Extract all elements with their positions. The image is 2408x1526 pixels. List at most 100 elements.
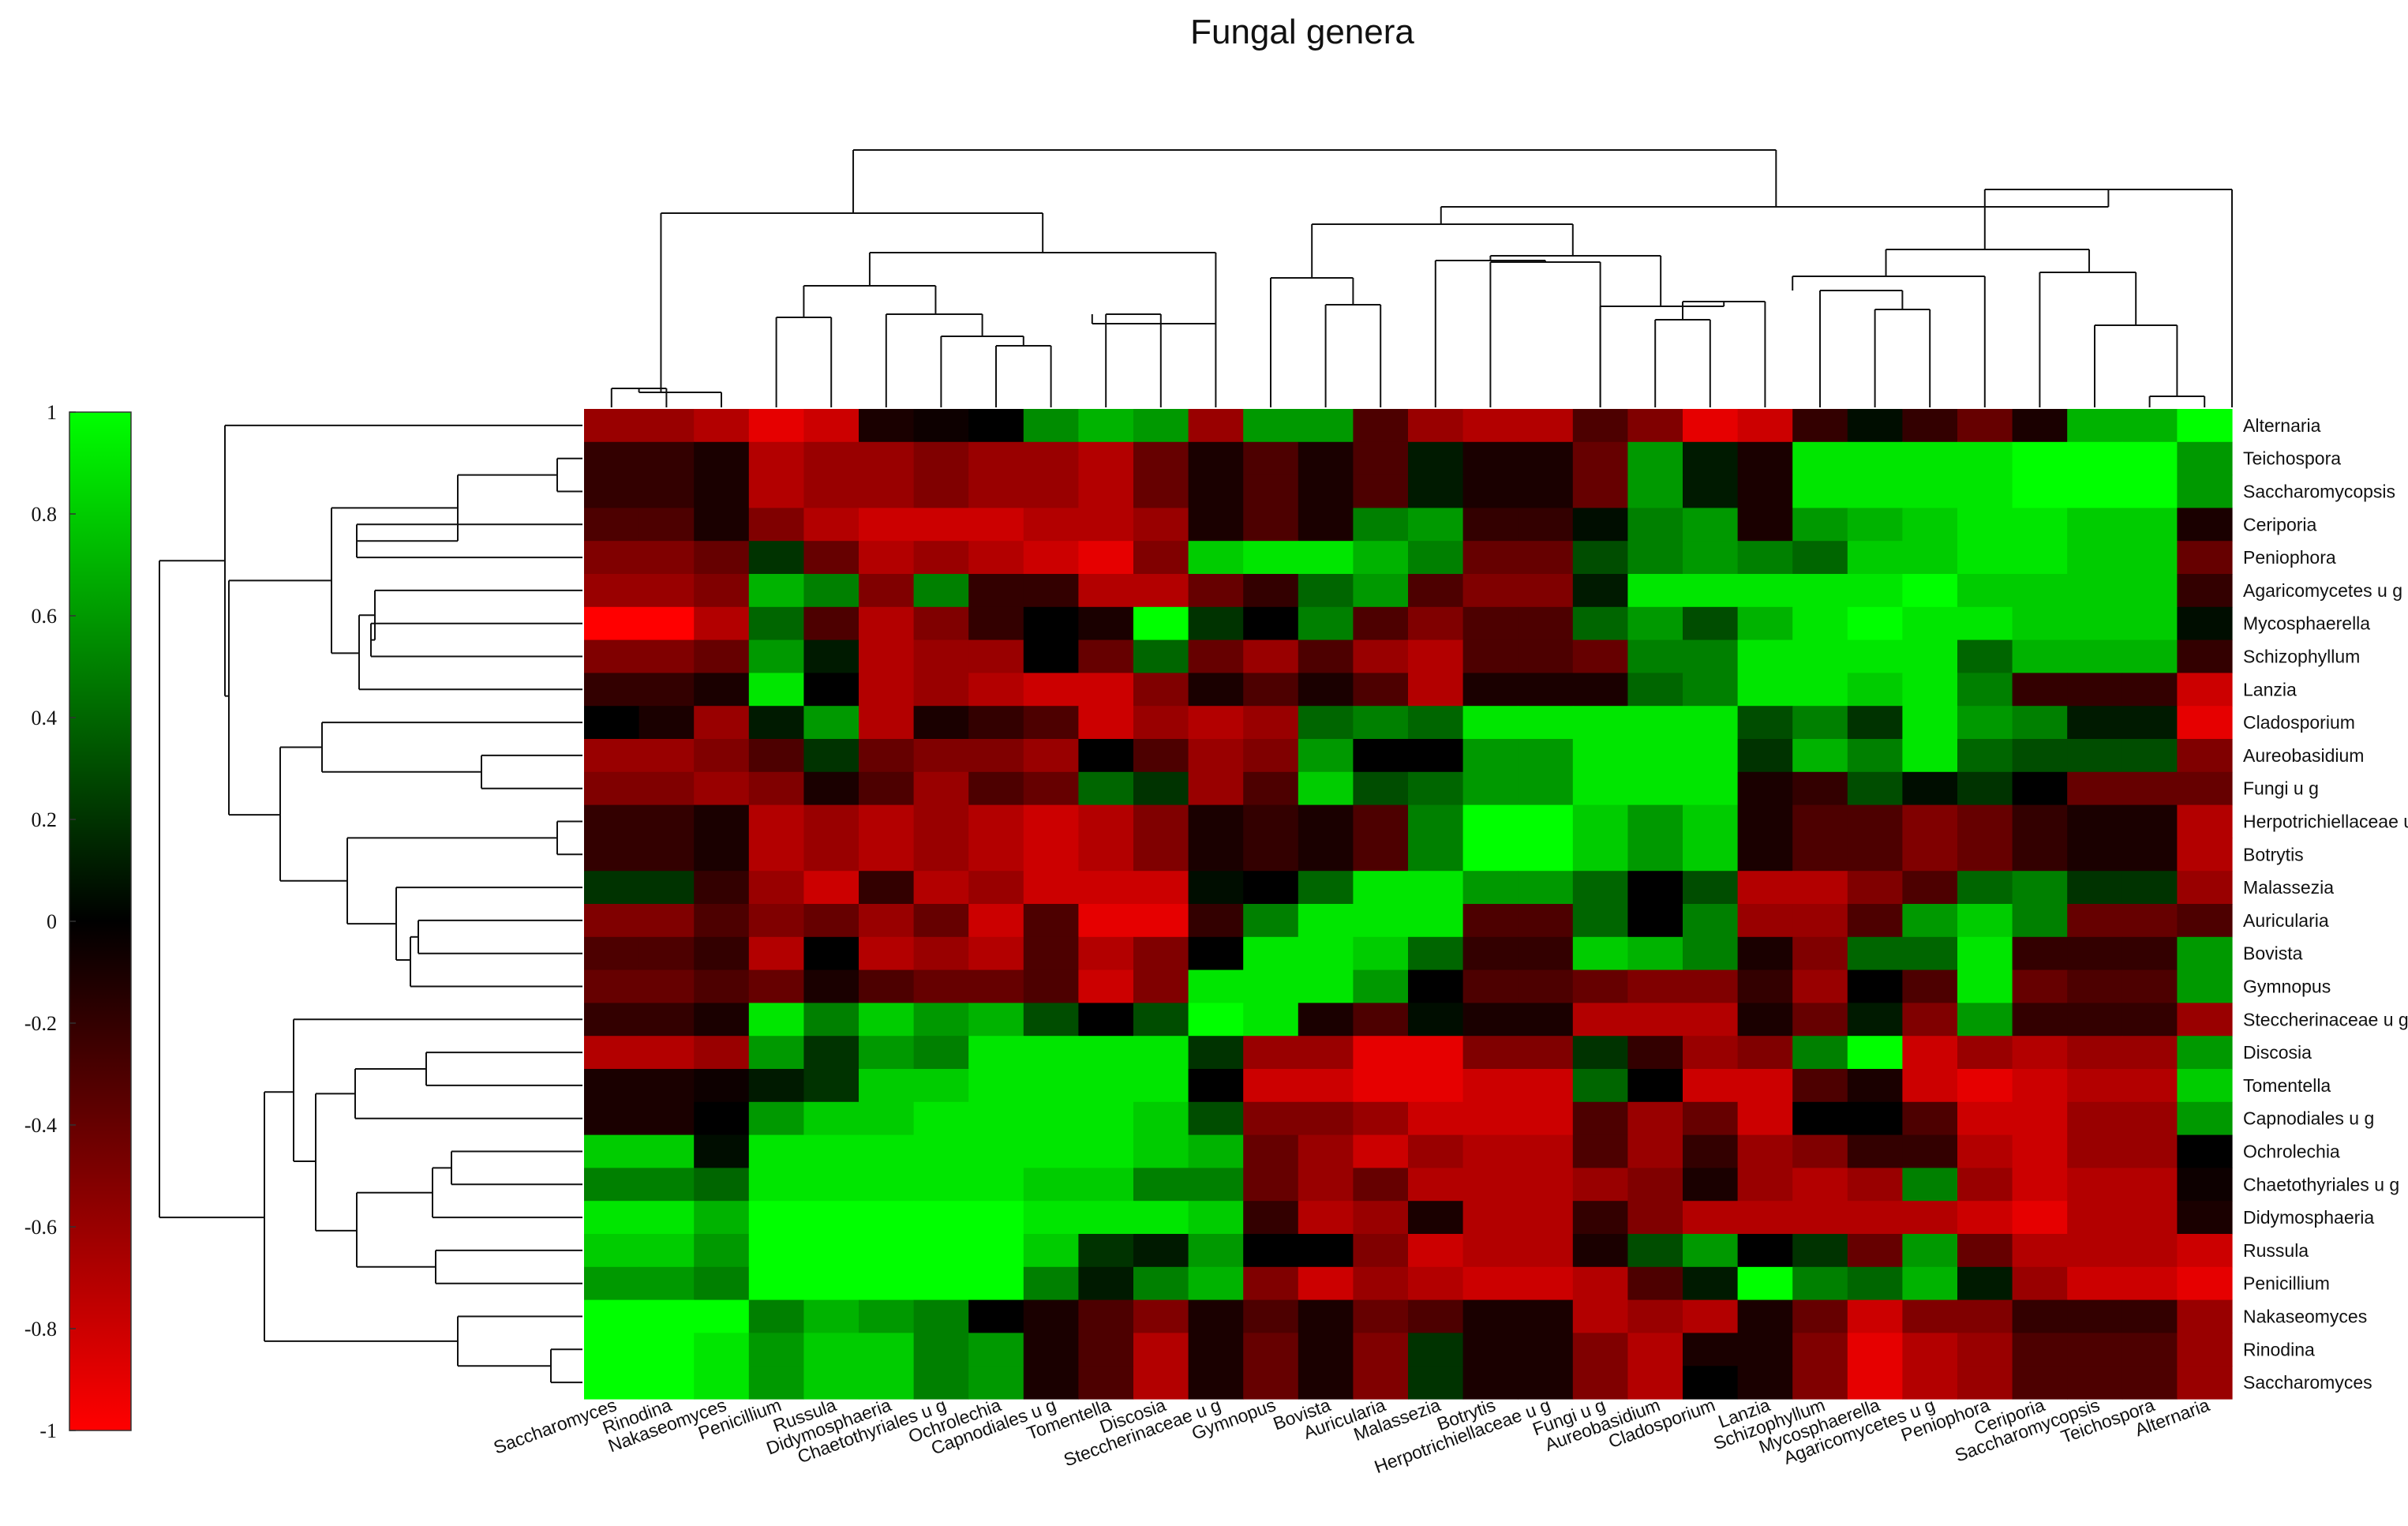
- heatmap-cell: [1078, 1266, 1134, 1301]
- heatmap-cell: [1023, 904, 1079, 938]
- heatmap-cell: [913, 838, 969, 872]
- heatmap-cell: [859, 574, 915, 608]
- heatmap-cell: [1188, 1266, 1244, 1301]
- heatmap-cell: [1188, 474, 1244, 508]
- heatmap-cell: [1627, 1333, 1683, 1367]
- heatmap-cell: [913, 673, 969, 707]
- heatmap-cell: [1078, 871, 1134, 905]
- heatmap-cell: [1518, 1003, 1574, 1037]
- heatmap-cell: [1572, 1101, 1628, 1136]
- heatmap-cell: [1078, 1299, 1134, 1333]
- heatmap-cell: [1627, 706, 1683, 740]
- heatmap-cell: [1462, 1168, 1519, 1202]
- heatmap-cell: [1298, 541, 1354, 575]
- heatmap-cell: [1957, 508, 2013, 542]
- heatmap-cell: [1572, 1168, 1628, 1202]
- heatmap-cell: [968, 871, 1024, 905]
- heatmap-cell: [803, 706, 859, 740]
- heatmap-cell: [1572, 1299, 1628, 1333]
- column-label: Saccharomyces: [491, 1394, 620, 1457]
- heatmap-cell: [1792, 1299, 1848, 1333]
- heatmap-cell: [1957, 1234, 2013, 1268]
- heatmap-cell: [2067, 1101, 2123, 1136]
- heatmap-cell: [1078, 474, 1134, 508]
- heatmap-cell: [1902, 673, 1958, 707]
- heatmap-cell: [694, 936, 750, 971]
- heatmap-cell: [859, 871, 915, 905]
- row-label: Aureobasidium: [2243, 745, 2364, 766]
- heatmap-cell: [1298, 1333, 1354, 1367]
- heatmap-cell: [1683, 1101, 1739, 1136]
- heatmap-cell: [1847, 904, 1903, 938]
- heatmap-cell: [584, 1134, 640, 1168]
- heatmap-cell: [1792, 639, 1848, 673]
- heatmap-cell: [1518, 1134, 1574, 1168]
- heatmap-cell: [1353, 1366, 1409, 1400]
- heatmap-cell: [1243, 1134, 1299, 1168]
- heatmap-cell: [1078, 739, 1134, 773]
- heatmap-cell: [968, 1168, 1024, 1202]
- heatmap-cell: [1847, 706, 1903, 740]
- heatmap-cell: [1627, 1003, 1683, 1037]
- heatmap-cell: [1518, 639, 1574, 673]
- heatmap-cell: [1462, 1366, 1519, 1400]
- heatmap-cell: [1572, 771, 1628, 806]
- heatmap-cell: [1683, 639, 1739, 673]
- heatmap-cell: [1902, 474, 1958, 508]
- heatmap-cell: [748, 1069, 804, 1103]
- heatmap-cell: [1572, 904, 1628, 938]
- heatmap-cell: [748, 1003, 804, 1037]
- heatmap-cell: [748, 1333, 804, 1367]
- heatmap-cell: [1188, 673, 1244, 707]
- heatmap-cell: [1243, 1003, 1299, 1037]
- heatmap-cells: [584, 409, 2233, 1400]
- heatmap-cell: [1683, 969, 1739, 1003]
- heatmap-cell: [913, 1036, 969, 1070]
- heatmap-cell: [1133, 673, 1189, 707]
- heatmap-cell: [1683, 1299, 1739, 1333]
- heatmap-cell: [1847, 1201, 1903, 1235]
- heatmap-cell: [1518, 1366, 1574, 1400]
- heatmap-cell: [1133, 441, 1189, 476]
- heatmap-cell: [1902, 838, 1958, 872]
- heatmap-cell: [748, 969, 804, 1003]
- heatmap-cell: [803, 1234, 859, 1268]
- heatmap-cell: [1572, 1069, 1628, 1103]
- heatmap-cell: [913, 474, 969, 508]
- heatmap-cell: [1133, 838, 1189, 872]
- heatmap-cell: [1133, 936, 1189, 971]
- heatmap-cell: [1023, 1003, 1079, 1037]
- heatmap-cell: [1572, 969, 1628, 1003]
- heatmap-cell: [2012, 904, 2068, 938]
- row-label: Cladosporium: [2243, 712, 2355, 733]
- heatmap-cell: [748, 474, 804, 508]
- heatmap-cell: [2177, 673, 2233, 707]
- heatmap-cell: [803, 871, 859, 905]
- heatmap-cell: [1243, 1069, 1299, 1103]
- heatmap-cell: [584, 441, 640, 476]
- heatmap-cell: [1078, 409, 1134, 443]
- row-label: Herpotrichiellaceae u g: [2243, 812, 2408, 832]
- heatmap-cell: [1792, 474, 1848, 508]
- heatmap-cell: [639, 804, 695, 838]
- heatmap-cell: [2067, 1333, 2123, 1367]
- heatmap-cell: [1133, 969, 1189, 1003]
- heatmap-cell: [1683, 606, 1739, 641]
- heatmap-cell: [1078, 838, 1134, 872]
- heatmap-cell: [968, 804, 1024, 838]
- row-labels: Alternaria Teichospora Saccharomycopsis Cer…: [2243, 415, 2408, 1393]
- heatmap-cell: [859, 771, 915, 806]
- heatmap-cell: [584, 739, 640, 773]
- heatmap-cell: [639, 1168, 695, 1202]
- heatmap-cell: [2012, 739, 2068, 773]
- heatmap-cell: [1902, 969, 1958, 1003]
- heatmap-cell: [2067, 1168, 2123, 1202]
- heatmap-cell: [2012, 606, 2068, 641]
- heatmap-cell: [1518, 771, 1574, 806]
- heatmap-cell: [1847, 1134, 1903, 1168]
- heatmap-cell: [803, 541, 859, 575]
- heatmap-cell: [968, 904, 1024, 938]
- heatmap-cell: [1078, 1101, 1134, 1136]
- heatmap-cell: [2012, 639, 2068, 673]
- heatmap-cell: [1133, 1366, 1189, 1400]
